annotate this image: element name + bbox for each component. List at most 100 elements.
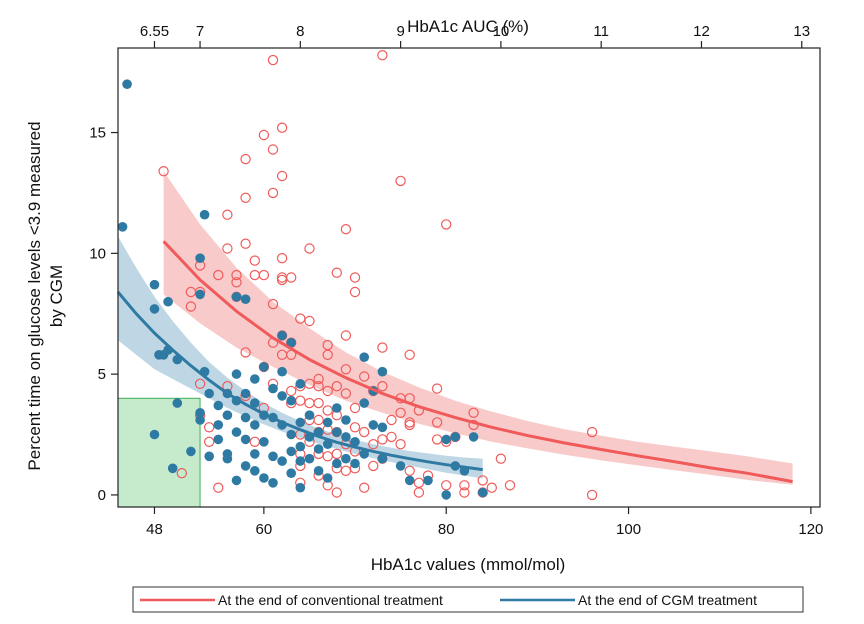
conventional-point <box>258 129 270 141</box>
conventional-point <box>368 460 379 472</box>
conventional-point <box>504 480 516 491</box>
cgm-point <box>195 289 205 300</box>
cgm-point <box>149 429 160 440</box>
conventional-point <box>349 286 361 298</box>
conventional-point <box>349 272 361 283</box>
conventional-point <box>213 269 224 281</box>
cgm-point <box>277 366 287 377</box>
y-tick-label: 15 <box>89 125 106 142</box>
cgm-point <box>277 391 287 401</box>
conventional-point <box>340 223 352 235</box>
top-tick-label: 6.55 <box>140 23 169 40</box>
y-tick-label: 5 <box>98 366 106 383</box>
cgm-point <box>259 437 269 447</box>
conventional-point <box>395 175 406 187</box>
conventional-point <box>322 385 333 397</box>
cgm-point <box>359 398 370 408</box>
cgm-point <box>368 420 379 430</box>
conventional-point <box>231 277 242 288</box>
conventional-point <box>231 269 242 281</box>
legend-box <box>132 586 804 613</box>
conventional-point <box>222 209 233 220</box>
cgm-point <box>195 408 205 418</box>
cgm-point <box>163 296 173 307</box>
cgm-point <box>222 453 233 464</box>
cgm-point <box>286 446 297 457</box>
cgm-point <box>213 400 224 411</box>
cgm-point <box>341 453 351 464</box>
conventional-point <box>459 480 470 491</box>
fit-line-1 <box>116 291 483 472</box>
conventional-point <box>322 405 333 416</box>
cgm-point <box>304 410 315 421</box>
cgm-point <box>359 449 370 459</box>
fit-lines <box>116 240 793 484</box>
cgm-point <box>286 395 297 406</box>
conventional-point <box>404 419 415 431</box>
conventional-point <box>267 298 279 310</box>
conventional-point <box>395 407 406 418</box>
legend: At the end of conventional treatment At … <box>132 586 804 613</box>
conventional-point <box>331 487 342 498</box>
conventional-point <box>340 330 352 341</box>
cgm-point <box>250 466 260 476</box>
cgm-point <box>441 434 452 445</box>
cgm-point <box>313 444 324 454</box>
cgm-point <box>250 374 260 384</box>
conventional-point <box>194 378 206 389</box>
conventional-point <box>267 54 279 66</box>
x-axis-title: HbA1c values (mmol/mol) <box>371 555 566 574</box>
cgm-point <box>213 434 224 445</box>
cgm-point <box>149 304 160 314</box>
conventional-point <box>377 381 388 392</box>
y-tick-label: 10 <box>89 245 106 262</box>
cgm-point <box>322 473 333 483</box>
conventional-point <box>331 381 342 392</box>
conventional-point <box>249 255 260 266</box>
cgm-point <box>295 379 306 389</box>
top-axis-title: HbA1c AUC (%) <box>407 17 529 36</box>
plot-frame <box>117 47 821 508</box>
x-tick-label: 100 <box>616 521 641 538</box>
conventional-point <box>240 238 251 249</box>
cgm-points <box>117 79 488 500</box>
x-tick-label: 60 <box>256 521 273 538</box>
top-tick-label: 13 <box>793 23 810 40</box>
top-tick-label: 10 <box>493 23 510 40</box>
cgm-point <box>322 439 333 450</box>
cgm-point <box>341 432 351 442</box>
conventional-point <box>586 426 598 438</box>
cgm-point <box>195 415 205 425</box>
x-tick-label: 48 <box>146 521 163 538</box>
cgm-point <box>240 461 251 471</box>
cgm-point <box>240 434 251 445</box>
conventional-point <box>477 475 488 486</box>
conventional-point <box>213 482 224 493</box>
cgm-point <box>199 209 210 220</box>
top-tick-label: 11 <box>593 23 609 40</box>
conventional-point <box>240 192 251 203</box>
conventional-point <box>203 422 215 433</box>
cgm-point <box>304 453 315 464</box>
conventional-point <box>240 153 251 165</box>
cgm-point <box>286 468 297 479</box>
cgm-point <box>286 429 297 440</box>
conventional-point <box>276 122 288 133</box>
conventional-point <box>368 439 379 450</box>
x-tick-label: 80 <box>438 521 455 538</box>
cgm-point <box>213 420 224 430</box>
conventional-point <box>304 315 315 327</box>
x-tick-label: 120 <box>798 521 823 538</box>
cgm-point <box>286 337 297 348</box>
cgm-point <box>259 473 269 483</box>
cgm-point <box>468 432 479 442</box>
conventional-point <box>586 489 598 501</box>
cgm-point <box>186 446 196 457</box>
conventional-point <box>331 448 342 460</box>
conventional-point <box>359 426 370 438</box>
conventional-point <box>377 342 388 353</box>
cgm-point <box>377 366 388 377</box>
cgm-point <box>477 487 488 498</box>
cgm-point <box>240 388 251 399</box>
